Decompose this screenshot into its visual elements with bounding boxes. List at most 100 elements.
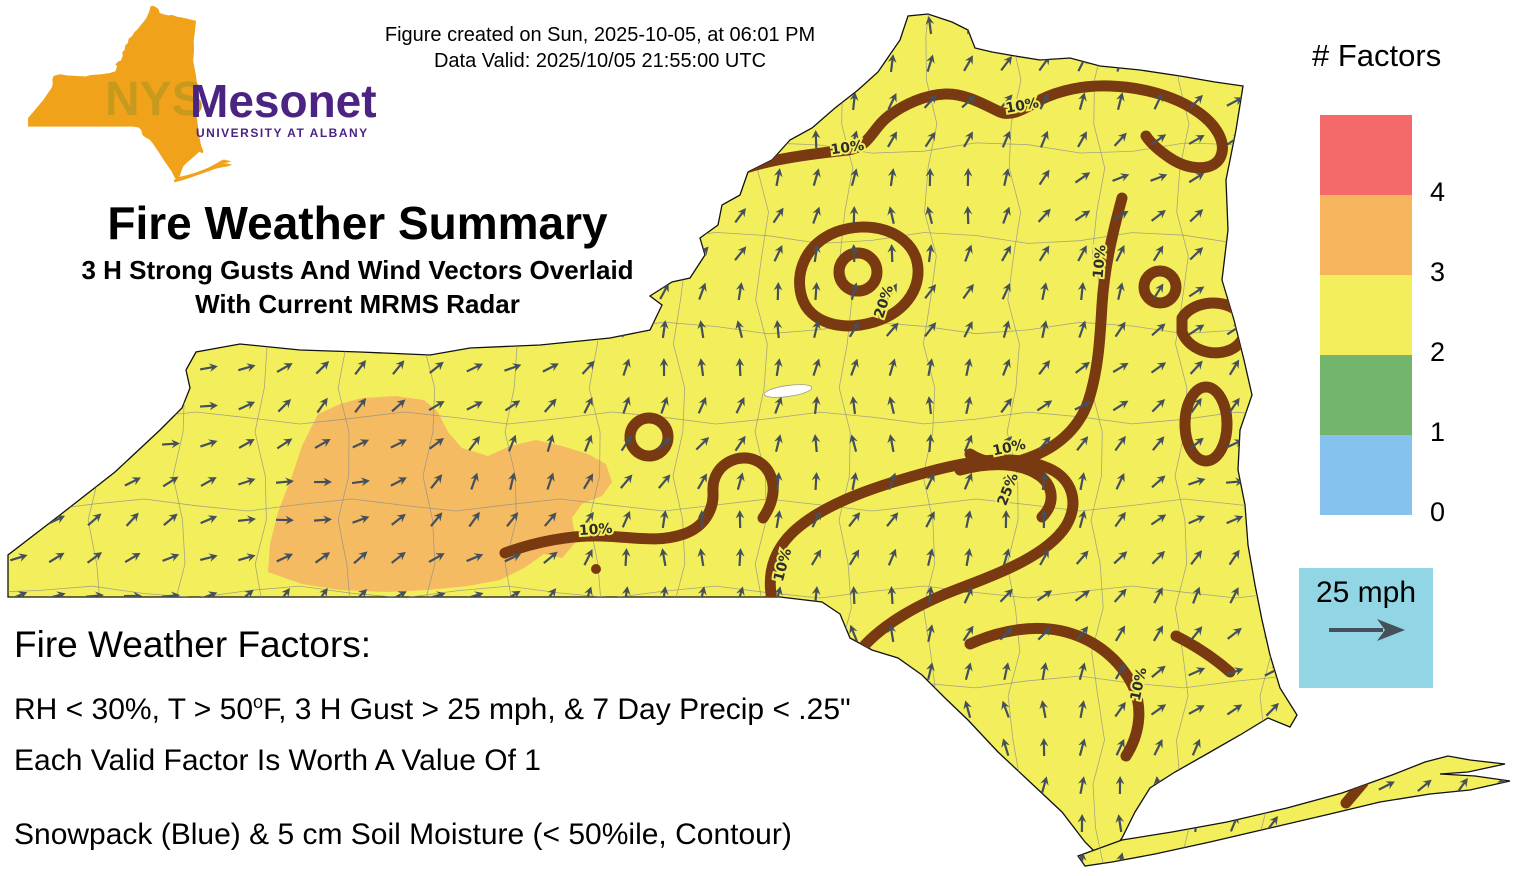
wind-arrow — [391, 399, 406, 413]
wind-arrow — [1264, 210, 1281, 222]
wind-arrow — [545, 852, 555, 866]
wind-arrow — [1188, 477, 1206, 486]
wind-arrow — [659, 739, 669, 756]
wind-arrow — [735, 358, 745, 377]
wind-arrow — [1078, 510, 1087, 529]
county-line — [1258, 14, 1274, 866]
wind-arrow — [735, 282, 745, 301]
wind-arrow — [1039, 549, 1049, 566]
wind-arrow — [850, 168, 859, 187]
wind-arrow — [466, 363, 484, 373]
wind-arrow — [1453, 553, 1472, 563]
wind-arrow — [237, 173, 256, 183]
wind-arrow — [391, 513, 406, 526]
logo-nys-text: NYS — [105, 73, 204, 126]
wind-arrow — [1074, 590, 1091, 602]
wind-arrow — [1229, 587, 1239, 604]
wind-arrow — [1418, 853, 1430, 866]
wind-arrow — [925, 396, 935, 415]
wind-arrow — [505, 323, 520, 337]
soil-moisture-contour — [1170, 630, 1236, 678]
wind-arrow — [1454, 856, 1471, 866]
wind-arrow — [469, 852, 479, 866]
wind-arrow — [1001, 700, 1010, 718]
wind-arrow — [1382, 852, 1391, 866]
wind-arrow — [1264, 323, 1280, 336]
wind-arrow — [125, 512, 139, 527]
wind-arrow — [9, 135, 28, 145]
wind-arrow — [811, 92, 821, 111]
wind-arrow — [962, 625, 974, 642]
wind-arrow — [812, 206, 821, 224]
wind-arrow — [1153, 739, 1163, 756]
wind-arrow — [1001, 130, 1011, 148]
wind-arrow — [812, 320, 821, 339]
wind-arrow — [1491, 287, 1510, 296]
wind-arrow — [1188, 135, 1205, 145]
wind-arrow — [621, 738, 631, 756]
wind-arrow — [1492, 57, 1508, 70]
wind-arrow — [429, 322, 444, 337]
wind-arrow — [238, 439, 255, 449]
wind-arrow — [697, 852, 707, 866]
wind-arrow — [659, 93, 669, 110]
wind-arrow — [1491, 173, 1510, 183]
wind-arrow — [1077, 814, 1087, 833]
wind-arrow — [963, 738, 973, 756]
wind-arrow — [697, 168, 707, 187]
ny-mainland-shape — [7, 13, 1298, 857]
wind-reference-label: 25 mph — [1315, 576, 1417, 609]
wind-arrow — [1001, 510, 1011, 529]
wind-arrow — [583, 549, 593, 566]
wind-arrow — [925, 814, 935, 833]
wind-arrow — [963, 472, 973, 490]
wind-arrow — [1226, 58, 1243, 70]
wind-arrow — [1266, 169, 1278, 186]
wind-arrow — [1153, 814, 1163, 833]
wind-arrow — [391, 551, 406, 564]
wind-arrow — [697, 320, 707, 339]
wind-arrow — [1039, 510, 1049, 529]
wind-arrow — [1039, 130, 1049, 148]
wind-arrow — [925, 206, 934, 225]
figure-meta: Figure created on Sun, 2025-10-05, at 06… — [0, 22, 1200, 74]
wind-arrow — [542, 363, 559, 373]
county-line — [8, 411, 1497, 425]
wind-arrow — [276, 553, 294, 563]
wind-arrow — [773, 738, 783, 757]
wind-arrow — [1266, 853, 1278, 866]
wind-arrow — [1491, 363, 1510, 373]
soil-moisture-contour — [794, 221, 924, 332]
wind-arrow — [9, 325, 28, 335]
wind-arrow — [657, 436, 671, 451]
wind-arrow — [583, 93, 593, 110]
wind-arrow — [504, 363, 522, 372]
wind-arrow — [887, 244, 897, 263]
wind-arrow — [1078, 320, 1087, 338]
wind-arrow — [391, 664, 405, 679]
wind-arrow — [542, 134, 559, 146]
wind-arrow — [428, 438, 445, 450]
wind-arrow — [1302, 779, 1318, 792]
wind-arrow — [962, 283, 974, 300]
wind-arrow — [354, 169, 366, 186]
legend-tick-label: 2 — [1430, 337, 1446, 367]
wind-arrow — [886, 512, 899, 527]
wind-arrow — [773, 130, 782, 149]
wind-arrow — [1454, 591, 1472, 600]
legend-tick-label: 3 — [1430, 257, 1446, 287]
soil-moisture-contour — [499, 452, 779, 559]
wind-arrow — [1302, 552, 1319, 564]
wind-arrow — [1493, 817, 1508, 830]
wind-arrow — [124, 667, 142, 677]
wind-arrow — [773, 320, 783, 339]
wind-arrow — [391, 779, 406, 793]
wind-arrow — [48, 173, 66, 183]
wind-arrow — [619, 132, 633, 147]
wind-arrow — [773, 358, 783, 377]
wind-arrow — [735, 320, 744, 339]
wind-arrow — [659, 320, 669, 339]
wind-arrow — [200, 477, 217, 487]
wind-arrow — [1188, 286, 1205, 298]
wind-arrow — [622, 396, 631, 414]
